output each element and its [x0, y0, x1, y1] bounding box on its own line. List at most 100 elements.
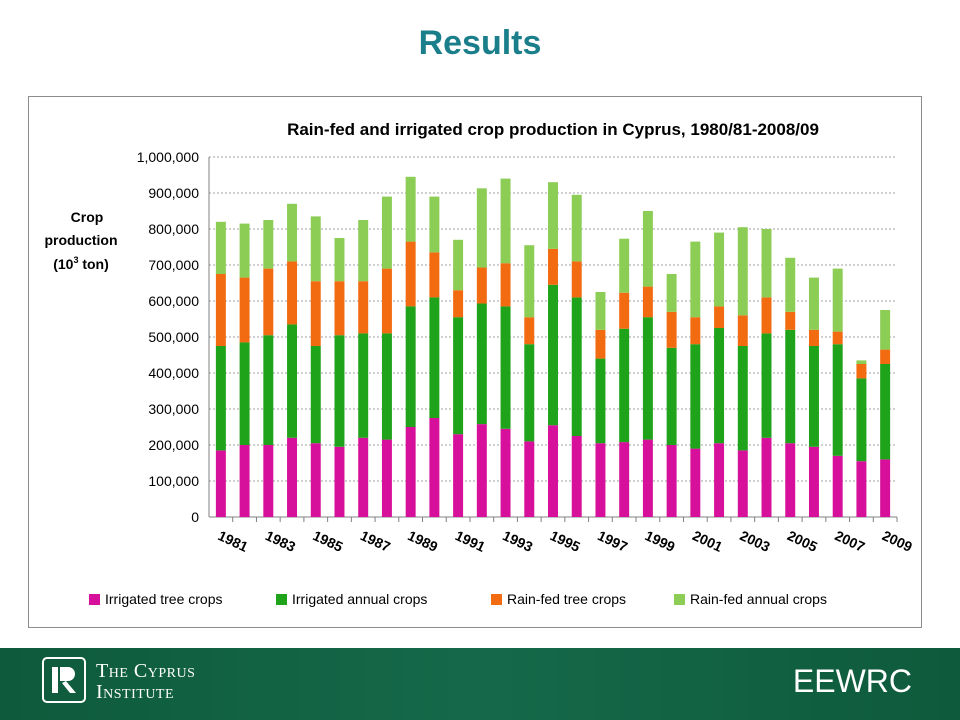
slide-title: Results [418, 24, 542, 62]
bar-segment-1 [215, 346, 226, 451]
bar-segment-2 [571, 261, 582, 298]
bar-segment-3 [761, 229, 772, 298]
bar-segment-1 [808, 346, 819, 447]
x-tick-label: 1985 [310, 527, 345, 555]
bar-segment-0 [690, 448, 701, 517]
bar-segment-3 [737, 227, 748, 316]
bar-segment-3 [880, 310, 891, 350]
bar-segment-1 [832, 344, 843, 456]
institute-name-line1: The Cyprus [96, 660, 196, 682]
bar-segment-1 [287, 324, 298, 438]
bar-segment-0 [524, 441, 535, 517]
bar-segment-2 [666, 311, 677, 348]
bar-segment-0 [548, 425, 558, 517]
stacked-bar-chart: Rain-fed and irrigated crop production i… [44, 120, 915, 607]
institute-name-line2: Institute [96, 681, 175, 703]
bar-segment-3 [358, 220, 369, 282]
y-tick-label: 300,000 [148, 401, 199, 417]
y-tick-label: 600,000 [148, 293, 199, 309]
bar-segment-1 [476, 303, 487, 425]
bar-segment-0 [666, 445, 677, 517]
bar-segment-3 [453, 239, 464, 291]
institute-logo-icon [42, 657, 86, 703]
legend-label: Rain-fed tree crops [507, 591, 626, 607]
x-tick-label: 1981 [216, 527, 251, 555]
bar-segment-0 [310, 443, 321, 517]
bar-segment-3 [808, 277, 819, 330]
bar-segment-2 [358, 281, 369, 334]
bar-segment-1 [880, 364, 891, 460]
bar-segment-3 [381, 196, 392, 269]
bar-segment-0 [381, 439, 392, 517]
bar-segment-2 [334, 281, 345, 336]
bar-segment-2 [737, 315, 748, 346]
bar-segment-3 [287, 203, 298, 262]
bar-segment-0 [785, 443, 796, 517]
unit-label: EEWRC [792, 663, 912, 699]
bar-segment-3 [429, 196, 440, 253]
bar-segment-1 [571, 297, 582, 436]
bar-segment-2 [500, 263, 511, 307]
x-tick-label: 1995 [548, 527, 583, 555]
legend-swatch [276, 594, 287, 605]
bar-segment-0 [476, 424, 487, 517]
bar-segment-0 [453, 434, 464, 517]
bar-segment-3 [334, 238, 345, 282]
bar-segment-3 [476, 188, 487, 268]
bar-segment-0 [595, 443, 606, 517]
legend-label: Irrigated annual crops [292, 591, 427, 607]
bar-segment-0 [215, 450, 226, 517]
x-tick-label: 2003 [738, 527, 773, 555]
y-axis-label: (103 ton) [53, 255, 109, 272]
chart-title: Rain-fed and irrigated crop production i… [287, 120, 819, 139]
bar-segment-2 [548, 248, 558, 285]
bar-segment-2 [453, 290, 464, 318]
bar-segment-0 [714, 443, 725, 517]
bar-segment-2 [381, 268, 392, 334]
bar-segment-3 [714, 232, 725, 307]
x-tick-label: 1993 [500, 527, 535, 555]
y-tick-label: 0 [191, 509, 199, 525]
bar-segment-3 [832, 268, 843, 332]
bar-segment-0 [405, 427, 416, 517]
legend-swatch [674, 594, 685, 605]
bar-segment-2 [215, 274, 226, 346]
bar-segment-3 [619, 238, 630, 293]
y-tick-label: 900,000 [148, 185, 199, 201]
legend-label: Rain-fed annual crops [690, 591, 827, 607]
y-tick-label: 400,000 [148, 365, 199, 381]
bar-segment-3 [263, 220, 274, 269]
bar-segment-3 [785, 257, 796, 312]
bar-segment-2 [808, 329, 819, 346]
bar-segment-1 [453, 317, 464, 435]
bar-segment-0 [287, 437, 298, 517]
bar-segment-1 [737, 346, 748, 451]
bar-segment-0 [239, 445, 250, 517]
bar-segment-2 [239, 277, 250, 343]
bar-segment-2 [880, 349, 891, 364]
bar-segment-0 [334, 446, 345, 517]
bar-segment-1 [666, 347, 677, 445]
x-tick-label: 1999 [643, 527, 678, 555]
y-tick-label: 800,000 [148, 221, 199, 237]
legend-swatch [491, 594, 502, 605]
bar-segment-0 [880, 459, 891, 517]
bar-segment-2 [287, 261, 298, 325]
bar-segment-2 [761, 297, 772, 334]
bar-segment-1 [548, 284, 558, 426]
bar-segment-3 [690, 241, 701, 318]
bar-segment-3 [310, 216, 321, 282]
bar-segment-0 [808, 446, 819, 517]
legend-swatch [89, 594, 100, 605]
x-tick-label: 1987 [358, 527, 393, 555]
bar-segment-1 [405, 306, 416, 427]
bar-segment-0 [571, 436, 582, 517]
bar-segment-2 [429, 252, 440, 298]
x-tick-label: 2005 [785, 527, 820, 555]
bar-segment-1 [619, 328, 630, 443]
bar-segment-1 [310, 346, 321, 444]
bar-segment-1 [690, 344, 701, 449]
bar-segment-0 [832, 455, 843, 517]
bar-segment-1 [429, 297, 440, 418]
bar-segment-0 [642, 439, 653, 517]
